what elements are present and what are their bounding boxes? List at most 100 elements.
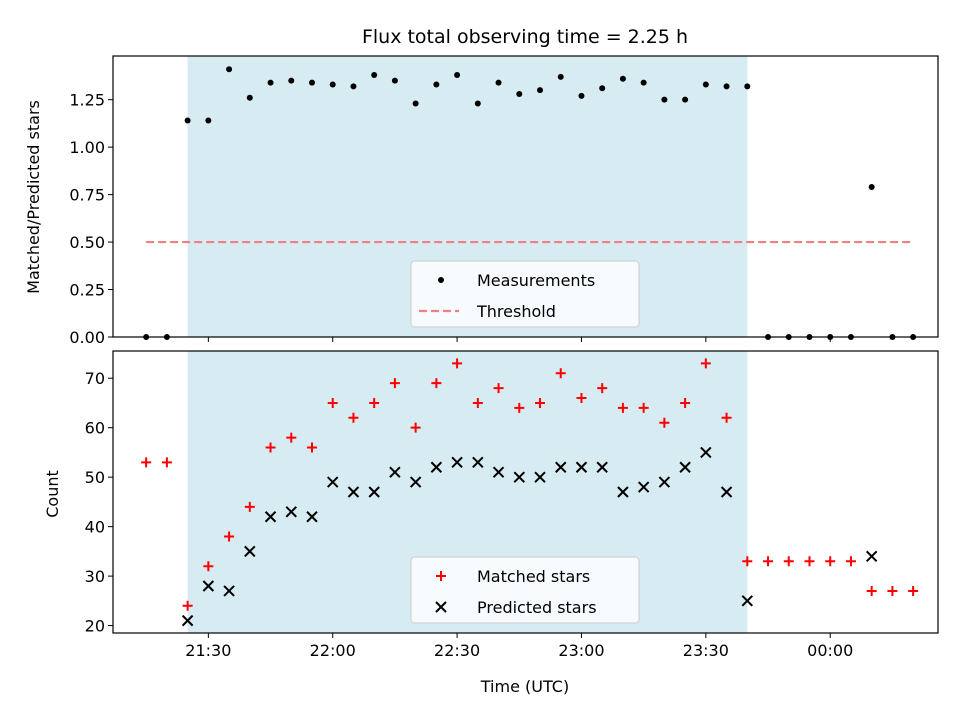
matched-star-point [224,531,235,542]
measurement-point [288,77,295,84]
matched-star-point [389,378,400,389]
matched-star-point [763,556,774,567]
y-tick-label: 0.00 [69,328,105,347]
x-tick-label: 23:30 [683,641,729,660]
predicted-star-point [596,461,608,473]
top-legend: Measurements Threshold [410,260,640,328]
y-tick-label: 0.25 [69,281,105,300]
legend-marker-dot [438,277,444,283]
measurement-point [391,77,398,84]
bottom-legend: Matched stars Predicted stars [410,556,640,624]
measurement-point [329,81,336,88]
predicted-star-point [202,580,215,592]
predicted-star-point [327,476,339,488]
matched-star-point [306,442,317,453]
matched-star-point [514,402,525,413]
measurement-point [661,96,668,103]
measurement-point [226,66,233,73]
measurement-point [412,100,419,107]
y-tick-label: 30 [85,567,105,586]
matched-star-point [141,457,152,468]
measurement-point [619,75,626,82]
top-y-axis-label: Matched/Predicted stars [24,100,43,294]
predicted-star-point [534,471,546,483]
predicted-star-point [409,476,422,488]
bottom-y-ticks: 20 30 40 50 60 70 [85,369,113,636]
bottom-y-axis-label: Count [43,470,62,518]
predicted-star-point [637,481,650,493]
matched-star-point [659,417,670,428]
matched-star-point [348,412,359,423]
matched-star-point [700,358,711,369]
matched-star-point [535,397,546,408]
bottom-plot-frame [112,350,939,634]
bottom-x-ticks: 21:30 22:00 22:30 23:00 23:30 00:00 [185,633,853,660]
matched-star-point [182,600,193,611]
y-tick-label: 60 [85,419,105,438]
matched-star-point [617,402,628,413]
x-axis-label: Time (UTC) [480,677,569,696]
x-tick-label: 22:30 [434,641,480,660]
x-tick-label: 21:30 [185,641,231,660]
top-data-marks [143,66,917,340]
y-tick-label: 1.25 [69,91,105,110]
predicted-star-point [181,614,194,627]
matched-star-point [866,585,877,596]
matched-star-point [452,358,463,369]
predicted-star-point [347,486,360,498]
matched-star-point [908,585,919,596]
measurement-point [640,79,647,86]
predicted-star-point [679,461,691,473]
measurement-point [454,71,461,78]
matched-star-point [265,442,276,453]
predicted-star-point [658,476,671,488]
measurement-point [516,90,523,97]
measurement-point [350,83,357,90]
matched-star-point [638,402,649,413]
matched-star-point [555,368,566,379]
matched-star-point [286,432,297,443]
matched-star-point [244,501,255,512]
y-tick-label: 0.50 [69,233,105,252]
matched-star-point [825,556,836,567]
x-tick-label: 00:00 [807,641,853,660]
matched-star-point [845,556,856,567]
measurement-point [474,100,481,107]
predicted-star-point [700,446,712,459]
y-tick-label: 20 [85,617,105,636]
legend-label: Threshold [476,302,556,321]
matched-star-point [783,556,794,567]
matched-star-point [369,397,380,408]
measurement-point [205,117,212,124]
matched-star-point [804,556,815,567]
measurement-point [702,81,709,88]
matched-star-point [472,397,483,408]
matched-star-point [493,383,504,394]
top-chart-title: Flux total observing time = 2.25 h [362,26,688,48]
measurement-point [578,92,585,99]
matched-star-point [161,457,172,468]
matched-star-point [721,412,732,423]
predicted-star-point [492,466,505,478]
y-tick-label: 0.75 [69,186,105,205]
x-tick-label: 23:00 [558,641,604,660]
top-plot-panel: 0.00 0.25 0.50 0.75 1.00 1.25 Matched/Predict… [24,55,939,347]
legend-marker-x [435,601,447,613]
y-tick-label: 70 [85,369,105,388]
predicted-star-point [264,511,277,523]
measurement-point [184,117,191,124]
predicted-star-point [389,466,401,478]
predicted-star-point [285,506,297,518]
legend-label: Measurements [477,271,595,290]
predicted-star-point [223,585,235,597]
matched-star-point [327,397,338,408]
legend-box [410,556,640,624]
predicted-star-point [472,456,484,469]
predicted-star-point [720,486,733,498]
matched-star-point [203,561,214,572]
predicted-star-point [741,595,754,607]
measurement-point [495,79,502,86]
predicted-star-point [306,511,318,523]
legend-label: Predicted stars [477,598,597,617]
